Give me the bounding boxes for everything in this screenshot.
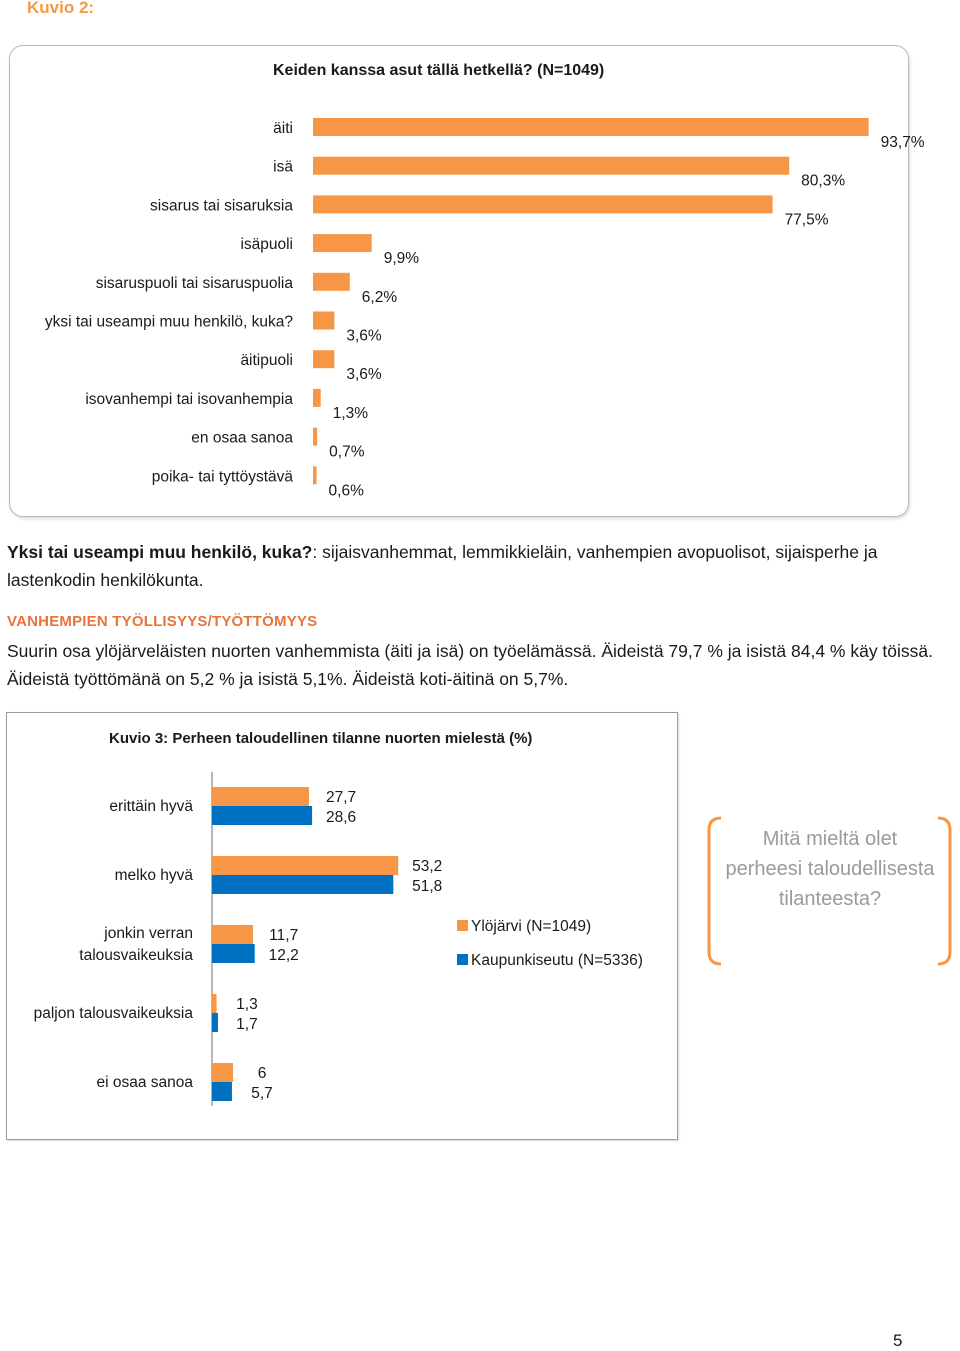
figure-3-category-label: melko hyvä <box>115 867 194 884</box>
figure-3-bar <box>212 925 253 944</box>
figure-3-bar-chart: erittäin hyvä 27,7 28,6 melko hyvä 53,2 51,8 j… <box>34 772 643 1106</box>
figure-3-bar <box>212 875 394 894</box>
figure-3-bar <box>212 856 399 875</box>
figure-2-category-label: äitipuoli <box>240 352 293 369</box>
figure-2-bar <box>313 234 372 253</box>
figure-2-category-label: äiti <box>273 120 293 137</box>
callout-right-bracket <box>937 816 952 966</box>
figure-2-value-label: 0,7% <box>329 444 365 461</box>
figure-3-category-label: ei osaa sanoa <box>96 1074 193 1091</box>
callout-question: Mitä mieltä olet perheesi taloudellisest… <box>725 828 935 910</box>
figure-2-bar <box>313 118 869 136</box>
figure-2-category-label: yksi tai useampi muu henkilö, kuka? <box>45 314 294 331</box>
figure-2-category-label: sisarus tai sisaruksia <box>150 197 293 214</box>
figure-3-bar <box>212 1063 233 1082</box>
figure-2-bar <box>313 272 350 291</box>
figure-3-bar <box>212 806 313 825</box>
figure-2-value-label: 77,5% <box>785 211 829 228</box>
figure-2-value-label: 3,6% <box>346 366 382 383</box>
figure-3-value-label: 51,8 <box>412 878 442 895</box>
callout-brackets <box>707 816 952 966</box>
figure-3-legend-swatch <box>457 954 468 965</box>
figure-2-value-label: 9,9% <box>384 250 420 267</box>
figure-2-value-label: 0,6% <box>329 482 365 499</box>
figure-2-bar <box>313 195 773 214</box>
figure-2-label: Kuvio 2: <box>27 0 95 17</box>
figure-3-title: Kuvio 3: Perheen taloudellinen tilanne n… <box>109 730 533 747</box>
callout-left-bracket <box>707 816 722 966</box>
page-number: 5 <box>893 1331 903 1350</box>
figure-2-bar <box>313 427 318 446</box>
figure-3-legend-swatch <box>457 920 468 931</box>
figure-3-category-label: jonkin verran <box>103 925 193 942</box>
figure-2-category-label: poika- tai tyttöystävä <box>152 468 294 485</box>
figure-2-bar <box>313 466 317 485</box>
figure-3-category-label: paljon talousvaikeuksia <box>34 1005 194 1022</box>
figure-2-bar <box>313 388 321 407</box>
section-heading: VANHEMPIEN TYÖLLISYYS/TYÖTTÖMYYS <box>7 613 318 630</box>
footnote-text: : sijaisvanhemmat, lemmikkieläin, vanhem… <box>7 542 878 590</box>
figure-3-frame <box>6 712 678 1140</box>
figure-3-bar <box>212 1082 232 1101</box>
figure-3-value-label: 6 <box>258 1065 267 1082</box>
figure-2-title: Keiden kanssa asut tällä hetkellä? (N=10… <box>273 62 605 79</box>
figure-3-category-label: talousvaikeuksia <box>79 947 193 964</box>
footnote: Yksi tai useampi muu henkilö, kuka?: sij… <box>7 538 947 594</box>
figure-3-value-label: 11,7 <box>269 927 298 944</box>
figure-2-category-label: en osaa sanoa <box>191 430 293 447</box>
figure-3-value-label: 1,7 <box>236 1016 258 1033</box>
figure-2-value-label: 80,3% <box>801 173 845 190</box>
footnote-term: Yksi tai useampi muu henkilö, kuka? <box>7 542 313 562</box>
figure-3-value-label: 1,3 <box>236 996 258 1013</box>
section-body: Suurin osa ylöjärveläisten nuorten vanhe… <box>7 641 934 689</box>
figure-3-bar <box>212 994 217 1013</box>
figure-2-category-label: isäpuoli <box>240 236 293 253</box>
figure-3-value-label: 28,6 <box>326 809 356 826</box>
figure-2-value-label: 1,3% <box>333 405 369 422</box>
figure-2-category-label: isä <box>273 159 293 176</box>
figure-3-legend-label: Ylöjärvi (N=1049) <box>471 918 591 935</box>
figure-2-bar <box>313 311 335 330</box>
figure-2-bar-chart: äiti 93,7% isä 80,3% sisarus tai sisaruksia 7… <box>45 118 925 499</box>
question-callout: Mitä mieltä olet perheesi taloudellisest… <box>707 816 952 966</box>
figure-3-value-label: 53,2 <box>412 858 442 875</box>
figure-2-frame <box>9 45 909 517</box>
figure-3-category-label: erittäin hyvä <box>109 798 193 815</box>
figure-2-category-label: isovanhempi tai isovanhempia <box>85 391 293 408</box>
figure-3-value-label: 27,7 <box>326 789 356 806</box>
figure-2-category-label: sisaruspuoli tai sisaruspuolia <box>96 275 294 292</box>
figure-3-legend-label: Kaupunkiseutu (N=5336) <box>471 952 643 969</box>
figure-3-value-label: 12,2 <box>269 947 299 964</box>
figure-2-value-label: 93,7% <box>881 134 925 151</box>
figure-3-value-label: 5,7 <box>251 1085 273 1102</box>
figure-2-value-label: 3,6% <box>346 328 382 345</box>
figure-2-bar <box>313 350 335 369</box>
figure-2-value-label: 6,2% <box>362 289 398 306</box>
figure-2-bar <box>313 156 790 175</box>
figure-3-bar <box>212 1013 218 1032</box>
figure-3-bar <box>212 944 255 963</box>
figure-3-bar <box>212 787 309 806</box>
